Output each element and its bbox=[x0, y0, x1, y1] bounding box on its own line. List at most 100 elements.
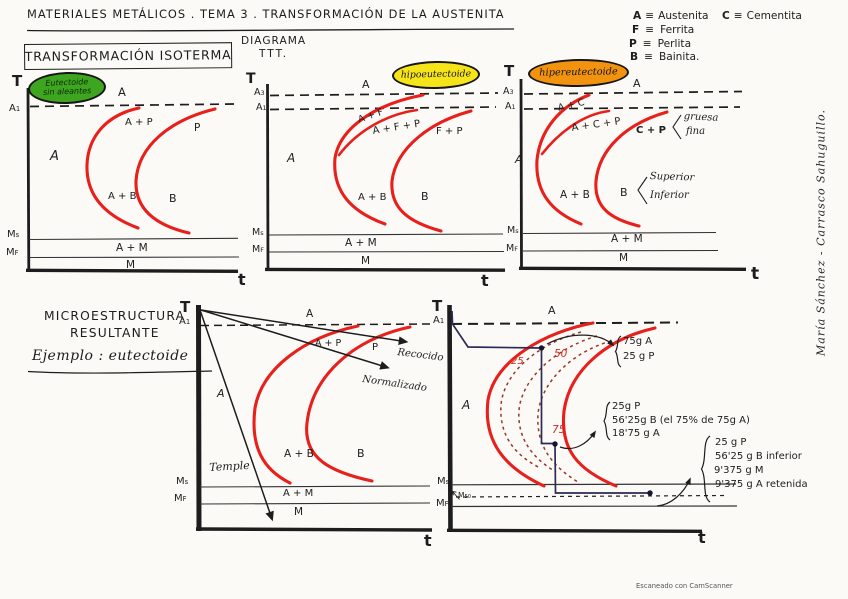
d2-x-axis-line bbox=[264, 267, 506, 272]
d3-b-brace bbox=[637, 176, 648, 205]
camscanner-watermark: Escaneado con CamScanner bbox=[636, 582, 733, 590]
d3-cp-brace bbox=[672, 114, 682, 140]
d1-tick-ms: Ms bbox=[7, 229, 20, 240]
d1-region-m: M bbox=[126, 258, 136, 271]
d1-ms-line bbox=[28, 237, 239, 241]
d4-region-ap: A + P bbox=[315, 338, 342, 349]
d3-axes bbox=[518, 78, 747, 271]
d5-pct50-curve bbox=[518, 335, 598, 473]
d4-tick-ms: Ms bbox=[176, 476, 189, 487]
d3-tick-a1: A1 bbox=[505, 101, 516, 112]
d2-finish-curve bbox=[390, 109, 473, 233]
d5-mf-line bbox=[450, 505, 738, 508]
d5-ann3-arrow bbox=[656, 477, 691, 507]
d2-region-a-top: A bbox=[362, 78, 370, 91]
example-underline bbox=[27, 370, 213, 374]
d5-ms-line bbox=[450, 483, 737, 486]
title-underline bbox=[26, 28, 515, 32]
d1-y-axis-line bbox=[26, 87, 31, 272]
d1-region-p: P bbox=[194, 122, 201, 134]
d5-ann3-line2: 56'25 g B inferior bbox=[715, 451, 802, 462]
d2-a3-dashed-line bbox=[269, 92, 499, 97]
d3-pearlite-start-branch bbox=[540, 109, 611, 156]
d4-region-ab: A + B bbox=[284, 448, 314, 460]
margin-author-note: María Sánchez - Carrasco Sahuguillo. bbox=[814, 109, 828, 356]
section-box: TRANSFORMACIÓN ISOTERMA bbox=[24, 42, 233, 70]
d5-path-dot-2 bbox=[552, 441, 558, 447]
d5-tick-mf: MF bbox=[436, 498, 449, 509]
quench-arrow bbox=[199, 309, 274, 522]
d2-t-axis-label: T bbox=[246, 71, 256, 87]
d2-tick-a1: A1 bbox=[256, 102, 267, 113]
d4-ms-line bbox=[199, 485, 431, 488]
d2-region-a-left: A bbox=[287, 151, 296, 165]
d5-ann3-line1: 25 g P bbox=[715, 437, 747, 448]
d5-ann1-line2: 25 g P bbox=[623, 351, 655, 362]
d5-x-axis-line bbox=[446, 528, 703, 533]
d5-ann2-line3: 18'75 g A bbox=[612, 428, 660, 439]
d4-x-axis-line bbox=[195, 527, 433, 532]
d4-mf-line bbox=[199, 502, 431, 505]
d2-curves bbox=[333, 93, 473, 233]
d3-note-inferior: Inferior bbox=[650, 190, 689, 201]
d2-tick-a3: A3 bbox=[254, 87, 265, 98]
d3-t-axis-label: T bbox=[504, 62, 515, 80]
d4-tick-mf: MF bbox=[174, 493, 187, 504]
d5-ann2-line2: 56'25g B (el 75% de 75g A) bbox=[612, 414, 750, 426]
d5-pct-50: 50 bbox=[554, 348, 568, 360]
d3-region-b: B bbox=[620, 186, 628, 199]
d4-start-curve bbox=[252, 324, 360, 485]
d4-region-m: M bbox=[294, 506, 304, 518]
d1-t-axis-label: T bbox=[12, 72, 23, 90]
d4-axes bbox=[195, 304, 433, 532]
d3-note-fina: fina bbox=[686, 126, 706, 137]
normalize-arrow bbox=[200, 309, 390, 370]
d5-braces bbox=[603, 335, 711, 503]
d2-y-axis-line bbox=[266, 83, 270, 272]
d5-t-axis-label: T bbox=[432, 297, 443, 315]
d5-path-dot-3 bbox=[647, 490, 653, 496]
d2-tick-mf: MF bbox=[252, 244, 264, 255]
diagram-abbr: TTT. bbox=[259, 48, 289, 60]
anneal-arrow bbox=[200, 309, 409, 346]
d5-ann3-line4: 9'375 g A retenida bbox=[715, 479, 808, 490]
d4-finish-curve bbox=[305, 325, 412, 483]
d2-pearlite-start-branch bbox=[337, 108, 419, 157]
d5-tick-a1: A1 bbox=[433, 315, 445, 326]
d3-a1-dashed-line bbox=[523, 106, 741, 110]
d3-tick-mf: MF bbox=[506, 242, 518, 254]
d2-ferrite-start-curve bbox=[333, 93, 425, 226]
micro-heading-line2: RESULTANTE bbox=[70, 326, 160, 340]
d5-ann2-arrow bbox=[559, 430, 596, 450]
d3-mf-line bbox=[522, 249, 719, 252]
d1-pearlite-finish-curve bbox=[134, 107, 217, 235]
d5-tick-ms: Ms bbox=[437, 476, 450, 487]
d2-region-m: M bbox=[361, 255, 371, 267]
d4-a1-dashed-line bbox=[200, 323, 431, 327]
legend-item-austenita: A ≡ Austenita bbox=[633, 10, 709, 22]
d1-x-axis-label: t bbox=[238, 270, 246, 289]
d1-mf-line bbox=[28, 256, 240, 259]
diagram-word: DIAGRAMA bbox=[241, 35, 307, 47]
d3-cementite-start-curve bbox=[535, 93, 591, 226]
d1-region-ap: A + P bbox=[125, 117, 153, 128]
d4-x-axis-label: t bbox=[424, 531, 432, 550]
d2-x-axis-label: t bbox=[481, 271, 489, 290]
d1-axes bbox=[25, 87, 240, 273]
d5-ann3-line3: 9'375 g M bbox=[714, 465, 764, 476]
d4-region-a-top: A bbox=[306, 308, 314, 320]
d2-ms-line bbox=[268, 233, 504, 236]
d3-tick-a3: A3 bbox=[503, 86, 514, 97]
d4-tick-a1: A1 bbox=[179, 316, 191, 327]
d5-start-curve bbox=[485, 321, 595, 488]
d5-a1-dashed-line bbox=[451, 321, 679, 325]
d1-region-a-left: A bbox=[50, 149, 59, 164]
d5-ann1-brace bbox=[614, 335, 622, 368]
d5-isothermal-path bbox=[451, 310, 650, 494]
d5-pct75-curve bbox=[537, 340, 612, 483]
d5-pct-75: 75 bbox=[552, 424, 566, 436]
d4-region-am: A + M bbox=[283, 488, 314, 499]
d4-region-p: P bbox=[372, 342, 379, 353]
